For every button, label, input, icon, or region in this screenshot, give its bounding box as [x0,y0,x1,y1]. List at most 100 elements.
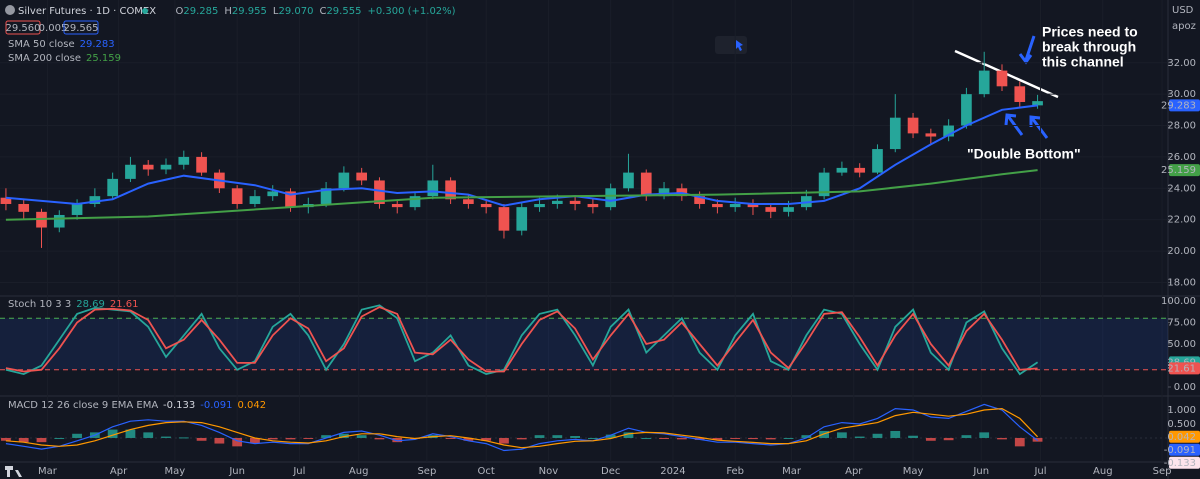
indicator-title: Stoch 10 3 3 28.69 21.61 [8,299,139,310]
status-dot [142,8,148,14]
histogram-bar [107,429,118,438]
x-tick-label: Jun [228,466,245,477]
annotation: "Double Bottom" [967,146,1081,162]
y-tick-label: 24.00 [1167,183,1196,194]
x-tick-label: Sep [417,466,436,477]
x-tick-label: Jul [292,466,305,477]
histogram-bar [267,437,278,440]
candle-body [18,203,30,212]
histogram-bar [1,437,11,441]
histogram-bar [481,437,492,441]
histogram-bar [605,434,616,438]
chart-title: Silver Futures · 1D · COMEX O29.285 H29.95… [18,6,456,17]
x-tick-label: Aug [1093,466,1113,477]
indicator-value: 21.61 [110,299,139,310]
histogram-bar [730,437,741,439]
logo [5,466,22,477]
legend-value: 25.159 [86,53,121,64]
histogram-bar [765,437,776,440]
candle-body [765,207,777,212]
change: +0.300 (+1.02%) [367,6,455,17]
candle-body [534,203,545,208]
candle-body [587,203,599,208]
candle-body [889,117,901,150]
ohlc-key: H [224,6,232,17]
x-tick-label: Mar [782,466,802,477]
price-tag-label: 25.159 [1161,165,1196,176]
candle-body [961,94,972,126]
histogram-bar [178,437,189,439]
candle-body [943,125,954,137]
y-tick-label: 1.000 [1167,405,1196,416]
x-tick-label: May [165,466,186,477]
x-tick-label: Aug [349,466,369,477]
candle-body [605,188,617,208]
arrow [1029,115,1049,139]
price-tag-label: 21.61 [1167,363,1196,374]
price-tag [1169,443,1200,456]
quote-value: 29.560 [6,23,41,34]
histogram-bar [854,436,865,438]
candle-body [125,164,136,179]
quote-value: 29.565 [64,23,99,34]
histogram-bar [161,436,171,438]
histogram-bar [588,437,598,439]
ohlc-value: 29.070 [278,6,313,17]
indicator-value: 28.69 [76,299,105,310]
macd-line [5,407,1039,449]
ohlc-value: 29.955 [232,6,267,17]
candle-body [320,188,332,204]
candle-body [160,164,172,170]
histogram-bar [392,437,403,443]
histogram-bar [54,437,65,439]
toolbar [715,36,747,54]
candle-body [338,172,350,189]
histogram-bar [801,435,812,438]
indicator-name: Stoch 10 3 3 [8,299,71,310]
candle-body [107,178,118,197]
indicator-title: MACD 12 26 close 9 EMA EMA -0.133 -0.091 0.… [8,400,266,411]
histogram-bar [321,435,331,438]
histogram-bar [997,437,1007,440]
candle-body [729,203,741,208]
histogram-bar [214,437,225,444]
ohlc-key: O [175,6,183,17]
stoch-line [5,306,1038,373]
histogram-bar [143,432,154,438]
price-tag-label: -0.091 [1164,445,1196,456]
candle-body [783,207,794,212]
histogram-bar [570,436,580,438]
histogram-bar [499,437,509,444]
y-tick-label: 18.00 [1167,277,1196,288]
histogram-bar [516,437,527,440]
y-tick-label: 0.500 [1167,419,1196,430]
candle-body [71,203,83,215]
histogram-bar [552,435,563,438]
account: apoz [1172,21,1196,32]
candle-body [53,214,65,228]
arrow [1018,35,1036,65]
y-tick-label: 32.00 [1167,58,1196,69]
quote-box [5,20,41,35]
histogram-bar [819,430,830,438]
histogram-bar [232,437,243,447]
histogram-bar [125,429,136,438]
candle-body [142,164,154,170]
x-tick-label: Jun [972,466,989,477]
candle-body [818,172,830,197]
y-tick-label: 22.00 [1167,215,1196,226]
candle-body [747,203,759,208]
x-tick-label: Feb [726,466,744,477]
ohlc-value: 29.285 [183,6,218,17]
histogram-bar [196,437,207,441]
candle-body [249,196,261,204]
histogram-bar [623,432,634,438]
histogram-bar [250,437,260,444]
x-tick-label: 2024 [660,466,685,477]
histogram-bar [1014,437,1025,447]
histogram-bar [338,433,349,438]
symbol-icon [5,5,15,15]
indicator-legend: SMA 50 close 29.283 [8,39,115,50]
y-tick-label: 30.00 [1167,89,1196,100]
